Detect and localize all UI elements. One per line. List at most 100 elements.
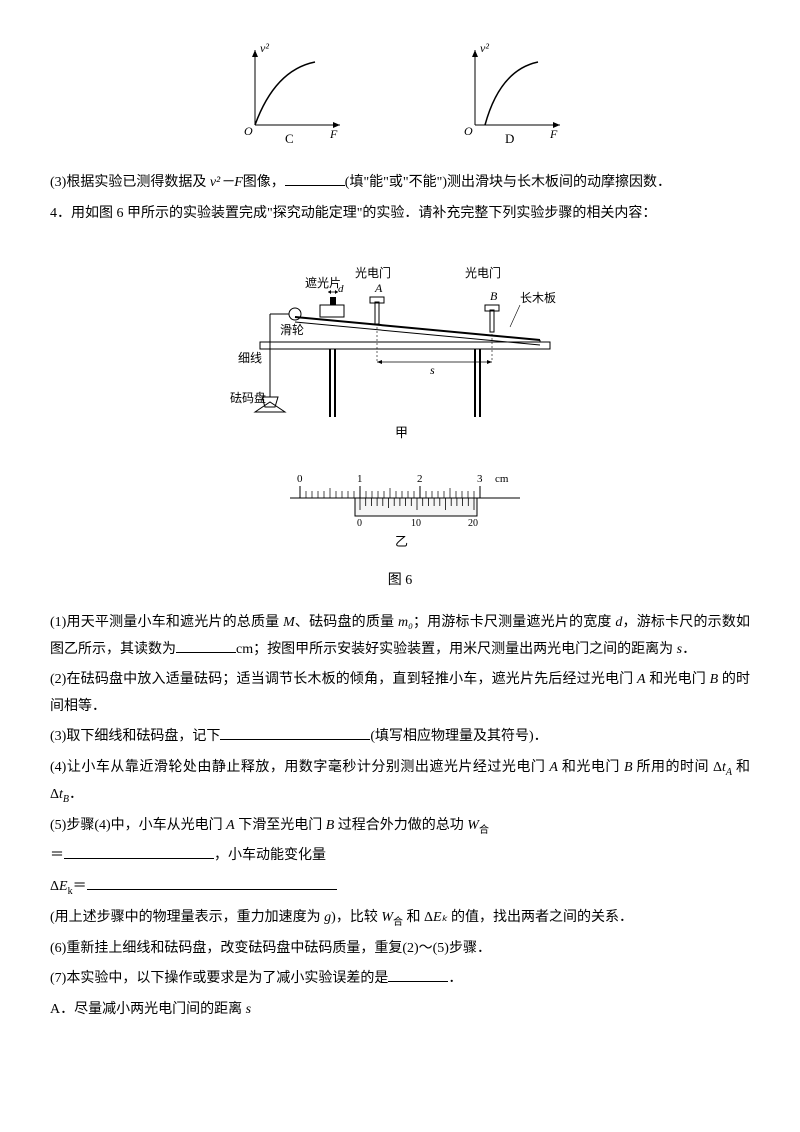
step-5-ek: ΔEk＝ <box>50 874 750 901</box>
text: cm；按图甲所示安装好实验装置，用米尺测量出两光电门之间的距离为 <box>236 642 677 657</box>
text: v²－F <box>210 175 243 190</box>
blank[interactable] <box>176 638 236 653</box>
text: (3)根据实验已测得数据及 <box>50 175 210 190</box>
text: M <box>283 615 295 630</box>
blank[interactable] <box>285 171 345 186</box>
text: 和光电门 <box>646 672 710 687</box>
text: 、砝码盘的质量 <box>295 615 398 630</box>
figure-caption: 图 6 <box>50 568 750 595</box>
text: B <box>326 818 335 833</box>
graph-c-caption: C <box>285 131 294 146</box>
apparatus-caption: 甲 <box>395 425 408 440</box>
graphs-row: v² F O C v² F O D <box>50 40 750 150</box>
text: 和光电门 <box>558 760 620 775</box>
text: s <box>246 1002 251 1017</box>
graph-c: v² F O C <box>230 40 350 150</box>
s-label: s <box>430 363 435 377</box>
step-6: (6)重新挂上细线和砝码盘，改变砝码盘中砝码质量，重复(2)～(5)步骤． <box>50 936 750 963</box>
graph-d-caption: D <box>505 131 514 146</box>
x-axis-label: F <box>329 127 338 141</box>
vernier-tick-10: 10 <box>411 518 421 529</box>
text: ＝ <box>50 848 64 863</box>
vernier-caption: 乙 <box>395 534 408 549</box>
pan-label: 砝码盘 <box>230 390 266 405</box>
main-tick-3: 3 <box>477 473 483 485</box>
step-5-tail: (用上述步骤中的物理量表示，重力加速度为 g)，比较 W合 和 ΔEₖ 的值，找… <box>50 905 750 932</box>
y-axis-label: v² <box>260 41 269 55</box>
text: (4)让小车从靠近滑轮处由静止释放，用数字毫秒计分别测出遮光片经过光电门 <box>50 760 549 775</box>
apparatus-figure: 遮光片 d 滑轮 细线 砝码盘 光电门 A 光电门 B 长木板 s 甲 <box>50 242 750 453</box>
text: (5)步骤(4)中，小车从光电门 <box>50 818 226 833</box>
text: 下滑至光电门 <box>235 818 326 833</box>
main-tick-0: 0 <box>297 473 303 485</box>
text: A．尽量减小两光电门间的距离 <box>50 1002 246 1017</box>
text: ． <box>69 787 83 802</box>
text: 和 Δ <box>403 910 433 925</box>
step-1: (1)用天平测量小车和遮光片的总质量 M、砝码盘的质量 m₀；用游标卡尺测量遮光… <box>50 610 750 663</box>
text: W <box>381 910 393 925</box>
graph-d: v² F O D <box>450 40 570 150</box>
text: )，比较 <box>331 910 381 925</box>
main-tick-2: 2 <box>417 473 423 485</box>
gate-a-label: 光电门 <box>355 265 391 280</box>
gate-a-letter: A <box>374 281 383 295</box>
text: 所用的时间 Δ <box>633 760 723 775</box>
text: A <box>226 818 235 833</box>
text: 的值，找出两者之间的关系． <box>448 910 634 925</box>
blank[interactable] <box>388 967 448 982</box>
shade-label: 遮光片 <box>305 275 341 290</box>
text: (7)本实验中，以下操作或要求是为了减小实验误差的是 <box>50 971 388 986</box>
step-3: (3)取下细线和砝码盘，记下 (填写相应物理量及其符号)． <box>50 724 750 751</box>
step-5: (5)步骤(4)中，小车从光电门 A 下滑至光电门 B 过程合外力做的总功 W合 <box>50 813 750 840</box>
origin-label: O <box>244 124 253 138</box>
main-unit: cm <box>495 473 509 485</box>
text: 过程合外力做的总功 <box>334 818 467 833</box>
blank[interactable] <box>220 725 370 740</box>
step-4: (4)让小车从靠近滑轮处由静止释放，用数字毫秒计分别测出遮光片经过光电门 A 和… <box>50 755 750 809</box>
text: ；用游标卡尺测量遮光片的宽度 <box>413 615 612 630</box>
text: 合 <box>393 917 403 928</box>
main-tick-1: 1 <box>357 473 363 485</box>
origin-label: O <box>464 124 473 138</box>
text: B <box>624 760 633 775</box>
y-axis-label: v² <box>480 41 489 55</box>
text: tB <box>59 787 69 802</box>
text: m₀ <box>398 615 413 630</box>
text: A <box>637 672 646 687</box>
text: W <box>467 818 479 833</box>
q4-intro: 4．用如图 6 甲所示的实验装置完成"探究动能定理"的实验．请补充完整下列实验步… <box>50 201 750 228</box>
step-7: (7)本实验中，以下操作或要求是为了减小实验误差的是 ． <box>50 966 750 993</box>
step-5-eq: ＝ ，小车动能变化量 <box>50 843 750 870</box>
step-2: (2)在砝码盘中放入适量砝码；适当调节长木板的倾角，直到轻推小车，遮光片先后经过… <box>50 667 750 720</box>
x-axis-label: F <box>549 127 558 141</box>
d-label: d <box>338 283 344 295</box>
text: Eₖ <box>433 910 448 925</box>
text: (1)用天平测量小车和遮光片的总质量 <box>50 615 283 630</box>
text: tA <box>722 760 732 775</box>
gate-b-letter: B <box>490 289 498 303</box>
text: A <box>549 760 558 775</box>
text: ，小车动能变化量 <box>214 848 326 863</box>
vernier-tick-0: 0 <box>357 518 362 529</box>
text: (填写相应物理量及其符号)． <box>370 729 547 744</box>
vernier-tick-20: 20 <box>468 518 478 529</box>
blank[interactable] <box>87 875 337 890</box>
string-label: 细线 <box>238 351 262 365</box>
q3-part3: (3)根据实验已测得数据及 v²－F图像， (填"能"或"不能")测出滑块与长木板… <box>50 170 750 197</box>
text: ． <box>682 642 696 657</box>
text: (3)取下细线和砝码盘，记下 <box>50 729 220 744</box>
text: 合 <box>479 824 489 835</box>
text: B <box>710 672 719 687</box>
blank[interactable] <box>64 844 214 859</box>
option-a: A．尽量减小两光电门间的距离 s <box>50 997 750 1024</box>
vernier-figure: 0 1 2 3 cm 0 10 20 乙 图 6 <box>50 468 750 595</box>
pulley-label: 滑轮 <box>280 323 304 337</box>
text: (填"能"或"不能")测出滑块与长木板间的动摩擦因数． <box>345 175 671 190</box>
text: ΔEk＝ <box>50 879 87 894</box>
board-label: 长木板 <box>520 291 556 305</box>
text: 图像， <box>243 175 285 190</box>
text: ． <box>448 971 462 986</box>
gate-b-label: 光电门 <box>465 265 501 280</box>
text: (用上述步骤中的物理量表示，重力加速度为 <box>50 910 324 925</box>
text: (2)在砝码盘中放入适量砝码；适当调节长木板的倾角，直到轻推小车，遮光片先后经过… <box>50 672 637 687</box>
